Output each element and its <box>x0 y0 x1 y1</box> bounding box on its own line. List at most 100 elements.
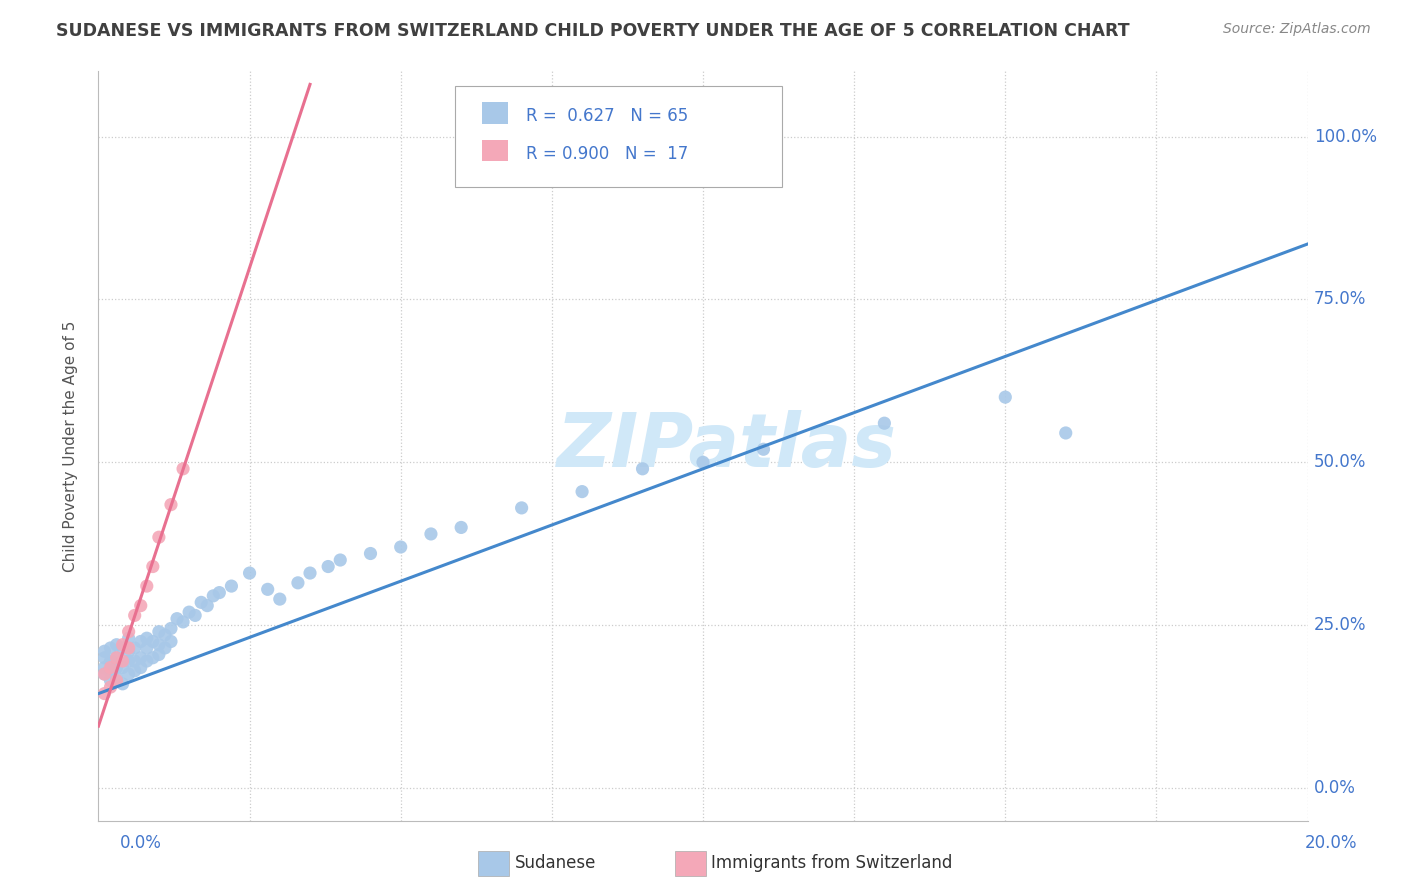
Point <box>299 566 322 580</box>
Point <box>450 520 472 534</box>
Point <box>148 638 170 652</box>
Point <box>316 559 339 574</box>
Point <box>510 500 533 515</box>
Point <box>135 579 157 593</box>
Text: R = 0.900   N =  17: R = 0.900 N = 17 <box>526 145 689 162</box>
Point <box>184 608 207 623</box>
Point <box>118 624 141 639</box>
Point <box>129 634 152 648</box>
Point <box>571 484 593 499</box>
Point <box>360 547 382 561</box>
Point <box>135 640 157 655</box>
Point <box>129 650 152 665</box>
Point <box>631 462 654 476</box>
Text: Sudanese: Sudanese <box>515 855 596 872</box>
Point <box>160 498 183 512</box>
Point <box>994 390 1017 404</box>
Point <box>202 589 225 603</box>
Point <box>160 634 183 648</box>
Point <box>93 644 115 658</box>
Point <box>118 640 141 655</box>
Point <box>172 462 194 476</box>
Point <box>105 650 128 665</box>
Point <box>148 530 170 544</box>
Point <box>172 615 194 629</box>
FancyBboxPatch shape <box>482 103 509 124</box>
Point <box>111 640 134 655</box>
Point <box>129 660 152 674</box>
Text: SUDANESE VS IMMIGRANTS FROM SWITZERLAND CHILD POVERTY UNDER THE AGE OF 5 CORRELA: SUDANESE VS IMMIGRANTS FROM SWITZERLAND … <box>56 22 1130 40</box>
Point <box>105 673 128 688</box>
Point <box>142 559 165 574</box>
Text: 25.0%: 25.0% <box>1313 616 1367 634</box>
Point <box>208 585 231 599</box>
Text: R =  0.627   N = 65: R = 0.627 N = 65 <box>526 107 689 125</box>
Text: 75.0%: 75.0% <box>1313 291 1367 309</box>
Text: 0.0%: 0.0% <box>120 834 162 852</box>
Point <box>389 540 412 554</box>
Point <box>124 654 146 668</box>
Point <box>111 638 134 652</box>
Point <box>124 608 146 623</box>
Text: 50.0%: 50.0% <box>1313 453 1367 471</box>
Point <box>100 673 122 688</box>
Point <box>256 582 278 597</box>
Text: 100.0%: 100.0% <box>1313 128 1376 145</box>
Point <box>142 650 165 665</box>
Point <box>124 664 146 678</box>
Point <box>148 648 170 662</box>
Point <box>166 612 188 626</box>
Point <box>873 416 896 430</box>
Text: Source: ZipAtlas.com: Source: ZipAtlas.com <box>1223 22 1371 37</box>
Point <box>93 667 115 681</box>
Point <box>692 455 714 469</box>
Point <box>100 664 122 678</box>
Point <box>179 605 201 619</box>
Point <box>93 667 115 681</box>
Point <box>93 687 115 701</box>
Point <box>269 592 291 607</box>
Point <box>105 660 128 674</box>
Point <box>221 579 243 593</box>
Point <box>148 624 170 639</box>
Point <box>239 566 262 580</box>
Point <box>118 631 141 645</box>
Point <box>100 640 122 655</box>
Point <box>190 595 212 609</box>
Point <box>93 660 115 674</box>
Point <box>118 667 141 681</box>
FancyBboxPatch shape <box>482 140 509 161</box>
Y-axis label: Child Poverty Under the Age of 5: Child Poverty Under the Age of 5 <box>63 320 77 572</box>
Point <box>100 660 122 674</box>
FancyBboxPatch shape <box>456 87 782 187</box>
Point <box>93 650 115 665</box>
Point <box>195 599 218 613</box>
Point <box>105 670 128 684</box>
Text: ZIPatlas: ZIPatlas <box>557 409 897 483</box>
Point <box>118 654 141 668</box>
Point <box>287 575 309 590</box>
Point <box>100 680 122 694</box>
Point <box>135 631 157 645</box>
Point <box>124 640 146 655</box>
Point <box>135 654 157 668</box>
Point <box>1054 425 1077 440</box>
Point <box>111 677 134 691</box>
Point <box>329 553 352 567</box>
Point <box>118 644 141 658</box>
Point <box>420 527 443 541</box>
Point <box>105 638 128 652</box>
Point <box>129 599 152 613</box>
Point <box>752 442 775 457</box>
Point <box>105 650 128 665</box>
Point <box>160 622 183 636</box>
Text: Immigrants from Switzerland: Immigrants from Switzerland <box>711 855 953 872</box>
Point <box>153 628 176 642</box>
Text: 0.0%: 0.0% <box>1313 779 1355 797</box>
Point <box>111 660 134 674</box>
Text: 20.0%: 20.0% <box>1305 834 1357 852</box>
Point <box>100 654 122 668</box>
Point <box>153 640 176 655</box>
Point <box>142 634 165 648</box>
Point <box>111 654 134 668</box>
